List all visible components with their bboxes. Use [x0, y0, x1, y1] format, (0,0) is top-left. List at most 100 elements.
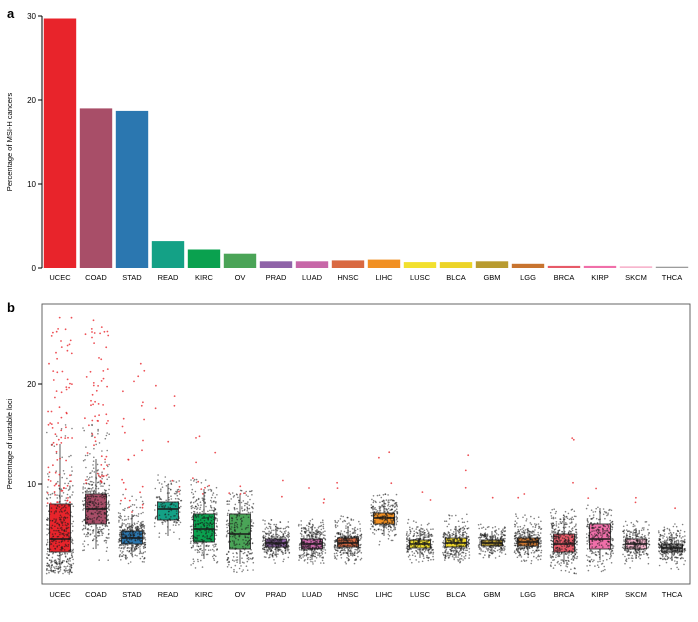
category-group-BLCA [441, 454, 471, 564]
jitter-points-LUSC [405, 518, 435, 564]
unstable-loci-boxplot-chart: 10 20 Percentage of unstable loci UCEC COAD S… [5, 303, 691, 599]
jitter-points-READ [153, 474, 183, 540]
chart-text: LUSC [410, 590, 431, 599]
category-group-SKCM [621, 496, 651, 569]
bar-READ [151, 241, 185, 268]
chart-text: UCEC [49, 273, 71, 282]
category-group-READ [153, 384, 183, 540]
category-group-KIRP [585, 487, 615, 573]
bar-BRCA [547, 265, 581, 268]
category-group-BRCA [549, 437, 579, 575]
chart-text: PRAD [266, 273, 287, 282]
bar-UCEC [43, 18, 77, 268]
chart-text: GBM [483, 273, 500, 282]
chart-text: OV [235, 273, 246, 282]
bar-KIRC [187, 249, 221, 268]
jitter-points-LGG [513, 513, 543, 565]
msi-h-points-OV [228, 485, 246, 495]
chart-text: LUSC [410, 273, 431, 282]
chart-text: 0 [32, 264, 37, 273]
category-group-OV [225, 485, 255, 573]
bar-GBM [475, 261, 509, 268]
bar-LUSC [403, 262, 437, 268]
chart-text: READ [158, 273, 179, 282]
bar-COAD [79, 108, 113, 269]
chart-text: UCEC [49, 590, 71, 599]
jitter-points-THCA [657, 523, 687, 571]
chart-text: STAD [122, 590, 142, 599]
msi-h-points-COAD [84, 319, 110, 484]
chart-text: 20 [27, 96, 36, 105]
chart-text: KIRP [591, 590, 609, 599]
chart-text: LGG [520, 590, 536, 599]
plot-border [41, 303, 691, 585]
msi-h-points-BRCA [571, 437, 575, 484]
chart-text: Percentage of MSI-H cancers [5, 93, 14, 192]
bar-LIHC [367, 259, 401, 268]
chart-text: KIRC [195, 273, 214, 282]
chart-text: SKCM [625, 590, 647, 599]
jitter-points-KIRP [585, 504, 615, 573]
chart-text: Percentage of unstable loci [5, 398, 14, 489]
chart-text: BRCA [554, 590, 575, 599]
chart-text: KIRP [591, 273, 609, 282]
chart-text: BLCA [446, 590, 466, 599]
jitter-points-GBM [477, 523, 507, 559]
chart-text: BLCA [446, 273, 466, 282]
bar-KIRP [583, 265, 617, 268]
jitter-points-LUAD [297, 518, 327, 565]
chart-text: 20 [27, 380, 36, 389]
category-group-UCEC [45, 316, 75, 575]
bar-BLCA [439, 262, 473, 268]
msi-h-points-HNSC [336, 481, 339, 489]
category-group-GBM [477, 496, 507, 559]
chart-text: GBM [483, 590, 500, 599]
msi-h-points-STAD [120, 362, 146, 513]
chart-text: HNSC [337, 273, 359, 282]
msi-h-points-THCA [674, 507, 676, 510]
jitter-points-STAD [117, 493, 147, 565]
chart-text: COAD [85, 590, 107, 599]
chart-text: 10 [27, 180, 36, 189]
msi-h-points-LGG [517, 493, 526, 499]
chart-text: OV [235, 590, 246, 599]
panel-a-label: a [7, 6, 15, 21]
category-group-THCA [657, 507, 687, 571]
category-group-COAD [81, 319, 111, 561]
msi-h-points-KIRP [587, 487, 597, 499]
bar-HNSC [331, 260, 365, 268]
chart-text: COAD [85, 273, 107, 282]
bar-LGG [511, 263, 545, 268]
msi-h-points-LIHC [378, 451, 393, 485]
bar-THCA [655, 266, 689, 268]
msi-h-points-SKCM [634, 496, 637, 504]
msi-h-points-LUSC [421, 491, 432, 501]
bar-STAD [115, 110, 149, 269]
jitter-points-OV [225, 489, 255, 573]
category-group-LUAD [297, 487, 327, 565]
msi-h-points-KIRC [192, 435, 217, 495]
category-group-LUSC [405, 491, 435, 564]
chart-text: LGG [520, 273, 536, 282]
category-group-LIHC [369, 451, 399, 546]
chart-text: PRAD [266, 590, 287, 599]
chart-text: READ [158, 590, 179, 599]
jitter-points-BRCA [549, 508, 579, 575]
jitter-points-HNSC [333, 515, 363, 565]
chart-text: SKCM [625, 273, 647, 282]
jitter-points-LIHC [369, 493, 399, 546]
bar-PRAD [259, 261, 293, 268]
jitter-points-SKCM [621, 520, 651, 569]
bar-LUAD [295, 261, 329, 268]
jitter-points-UCEC [45, 424, 75, 575]
chart-text: 30 [27, 12, 36, 21]
chart-text: STAD [122, 273, 142, 282]
chart-text: THCA [662, 590, 682, 599]
category-group-HNSC [333, 481, 363, 565]
chart-text: 10 [27, 480, 36, 489]
chart-text: HNSC [337, 590, 359, 599]
category-group-STAD [117, 362, 147, 565]
chart-text: LIHC [375, 273, 393, 282]
jitter-points-KIRC [189, 478, 219, 569]
